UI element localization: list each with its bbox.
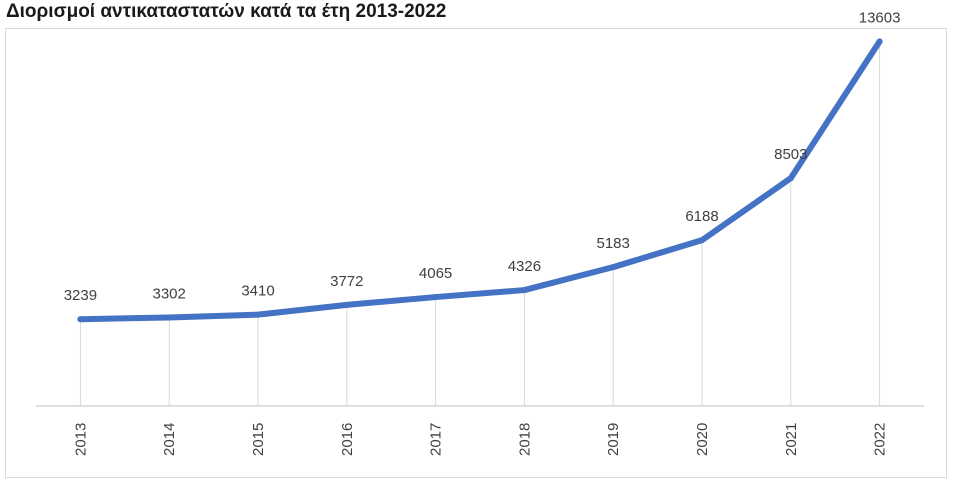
data-point-2019: [610, 264, 617, 271]
x-tick-label-2015: 2015: [250, 423, 267, 456]
data-point-2018: [521, 287, 528, 294]
data-point-2014: [166, 314, 173, 321]
data-label-2020: 6188: [685, 208, 718, 225]
grid-lines: [79, 41, 881, 406]
data-point-2020: [699, 237, 705, 244]
data-label-2014: 3302: [153, 286, 186, 303]
data-label-2021: 8503: [774, 146, 807, 163]
data-label-2018: 4326: [508, 258, 541, 275]
x-tick-label-2013: 2013: [72, 423, 89, 456]
data-labels: 3239 3302 3410 3772 4065 4326 5183 6188 8503 1360…: [64, 9, 901, 323]
chart-frame: [5, 28, 947, 478]
x-tick-label-2021: 2021: [783, 423, 800, 456]
x-tick-label-2019: 2019: [605, 423, 622, 456]
data-label-2016: 3772: [330, 273, 363, 290]
x-tick-label-2014: 2014: [161, 423, 178, 456]
data-label-2015: 3410: [241, 283, 274, 300]
data-label-2019: 5183: [597, 235, 630, 252]
x-tick-label-2017: 2017: [428, 423, 445, 456]
data-point-2017: [432, 294, 439, 301]
series-line: [77, 38, 883, 323]
x-tick-label-2020: 2020: [694, 423, 711, 456]
data-point-2013: [77, 316, 84, 323]
data-point-2021: [787, 175, 794, 182]
x-tick-label-2022: 2022: [872, 423, 889, 456]
x-tick-label-2018: 2018: [516, 423, 533, 456]
data-point-2016: [343, 301, 350, 308]
data-point-2015: [255, 311, 261, 318]
data-point-2022: [876, 38, 883, 45]
x-tick-label-2016: 2016: [339, 423, 356, 456]
page-title: Διορισμοί αντικαταστατών κατά τα έτη 201…: [6, 1, 447, 22]
data-label-2013: 3239: [64, 287, 97, 304]
data-label-2022: 13603: [859, 9, 901, 26]
x-tick-labels: 2013 2014 2015 2016 2017 2018 2019 2020 2021 2022: [72, 423, 888, 456]
data-label-2017: 4065: [419, 265, 452, 282]
